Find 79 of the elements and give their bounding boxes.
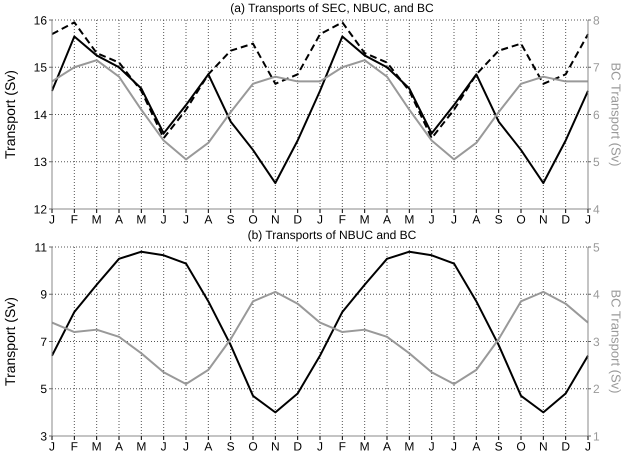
x-tick-label: A — [204, 212, 212, 227]
x-tick-label: A — [382, 440, 392, 454]
y2-tick-label: 5 — [593, 240, 600, 254]
y2-tick-label: 2 — [593, 382, 600, 396]
x-tick-label: J — [49, 440, 55, 454]
x-tick-label: D — [293, 440, 302, 454]
x-tick-label: J — [49, 212, 55, 227]
x-tick-label: M — [404, 440, 414, 454]
x-tick-label: S — [226, 440, 235, 454]
x-tick-label: N — [270, 212, 280, 227]
x-tick-label: S — [226, 212, 235, 227]
y-tick-label: 7 — [40, 334, 48, 349]
x-tick-label: M — [136, 440, 146, 454]
x-tick-label: J — [317, 440, 323, 454]
y2-tick-label: 7 — [593, 60, 600, 75]
y2-tick-label: 5 — [593, 155, 600, 170]
x-tick-label: F — [338, 212, 346, 227]
x-tick-label: J — [183, 440, 189, 454]
x-tick-label: J — [585, 212, 591, 227]
x-tick-label: O — [248, 440, 258, 454]
x-tick-label: F — [70, 212, 78, 227]
line-series — [51, 59, 589, 160]
y2-axis-title: BC Transport (Sv) — [608, 62, 624, 167]
y2-tick-label: 6 — [593, 108, 600, 122]
x-tick-label: M — [360, 440, 370, 454]
x-tick-label: A — [114, 440, 124, 454]
x-tick-label: J — [183, 212, 189, 227]
x-tick-label: S — [494, 212, 503, 227]
x-tick-label: D — [293, 212, 302, 227]
x-tick-label: N — [270, 440, 280, 454]
x-tick-label: N — [538, 440, 548, 454]
x-tick-label: F — [338, 440, 346, 454]
x-tick-label: M — [360, 212, 370, 227]
x-tick-label: J — [451, 212, 457, 227]
x-tick-label: A — [204, 440, 212, 454]
y-axis-title: Transport (Sv) — [2, 297, 18, 386]
y-tick-label: 9 — [40, 288, 48, 302]
x-tick-label: A — [472, 440, 480, 454]
x-tick-label: M — [136, 212, 146, 227]
y2-tick-label: 4 — [593, 202, 600, 216]
x-tick-label: A — [114, 212, 124, 227]
x-tick-label: O — [516, 212, 526, 227]
x-tick-label: S — [494, 440, 503, 454]
y-tick-label: 14 — [34, 108, 48, 122]
x-tick-label: J — [451, 440, 457, 454]
y-tick-label: 13 — [34, 155, 48, 170]
chart-title: (a) Transports of SEC, NBUC, and BC — [230, 1, 434, 15]
y-tick-label: 15 — [34, 60, 48, 75]
y2-tick-label: 1 — [593, 429, 600, 444]
x-tick-label: F — [70, 440, 78, 454]
x-tick-label: O — [248, 212, 258, 227]
line-series — [51, 290, 589, 386]
chart-title: (b) Transports of NBUC and BC — [248, 228, 416, 242]
x-tick-label: O — [516, 440, 526, 454]
y2-tick-label: 3 — [593, 334, 600, 349]
y-tick-label: 5 — [40, 382, 48, 396]
x-tick-label: M — [92, 212, 102, 227]
y-tick-label: 16 — [34, 13, 48, 28]
y2-axis-title: BC Transport (Sv) — [608, 289, 624, 394]
x-tick-label: A — [382, 212, 392, 227]
x-tick-label: J — [585, 440, 591, 454]
x-tick-label: J — [428, 212, 435, 227]
y-tick-label: 3 — [40, 429, 48, 444]
x-tick-label: J — [317, 212, 323, 227]
x-tick-label: J — [160, 212, 167, 227]
y2-tick-label: 4 — [593, 288, 600, 302]
x-tick-label: J — [160, 440, 167, 454]
x-tick-label: D — [561, 212, 570, 227]
y2-tick-label: 8 — [593, 13, 600, 28]
x-tick-label: M — [92, 440, 102, 454]
x-tick-label: N — [538, 212, 548, 227]
x-tick-label: M — [404, 212, 414, 227]
y-tick-label: 11 — [34, 240, 48, 254]
y-axis-title: Transport (Sv) — [2, 70, 18, 159]
x-tick-label: A — [472, 212, 480, 227]
y-tick-label: 12 — [34, 202, 48, 216]
line-series — [51, 250, 589, 414]
x-tick-label: D — [561, 440, 570, 454]
x-tick-label: J — [428, 440, 435, 454]
